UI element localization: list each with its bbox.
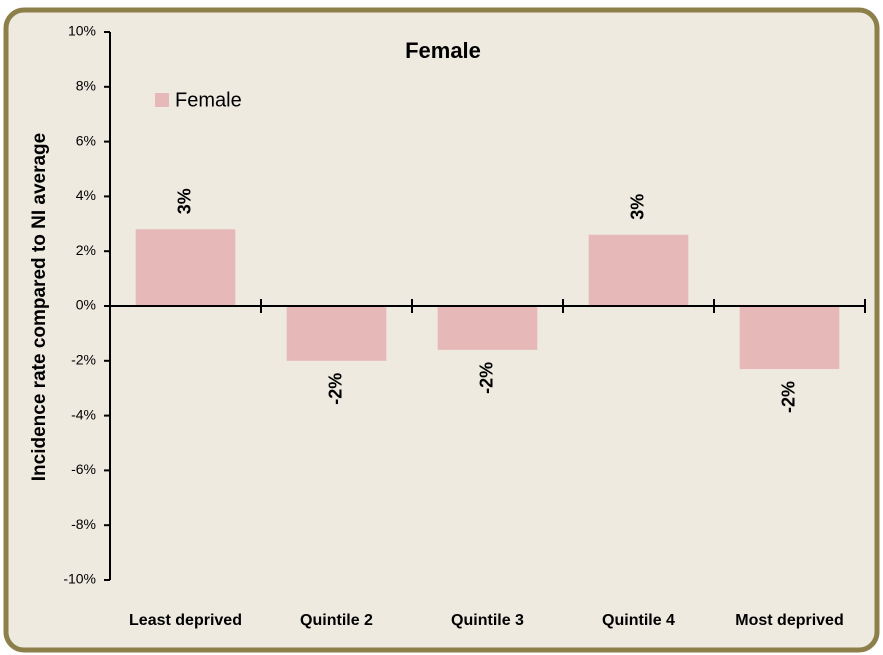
y-tick-label: 4%	[76, 187, 96, 203]
chart-title: Female	[405, 38, 481, 63]
y-tick-label: 2%	[76, 242, 96, 258]
y-tick-label: -10%	[63, 571, 96, 587]
y-tick-label: 10%	[68, 23, 96, 39]
legend-swatch	[155, 93, 169, 107]
y-tick-label: 6%	[76, 132, 96, 148]
value-label: -2%	[476, 362, 496, 394]
y-axis-label: Incidence rate compared to NI average	[29, 133, 50, 481]
bar	[286, 306, 387, 361]
y-tick-label: -8%	[71, 516, 96, 532]
x-tick-label: Quintile 4	[602, 612, 675, 629]
y-tick-label: 0%	[76, 297, 96, 313]
bar	[437, 306, 538, 350]
value-label: -2%	[325, 373, 345, 405]
y-tick-label: -6%	[71, 461, 96, 477]
value-label: 3%	[174, 188, 194, 214]
value-label: 3%	[627, 194, 647, 220]
x-tick-label: Most deprived	[735, 612, 843, 629]
x-tick-label: Quintile 3	[451, 612, 524, 629]
x-tick-label: Least deprived	[129, 612, 242, 629]
bar	[588, 234, 689, 306]
y-tick-label: -4%	[71, 406, 96, 422]
y-tick-label: -2%	[71, 352, 96, 368]
bar	[739, 306, 840, 370]
value-label: -2%	[778, 381, 798, 413]
y-tick-label: 8%	[76, 78, 96, 94]
bar	[135, 229, 236, 306]
legend-label: Female	[175, 89, 242, 111]
x-tick-label: Quintile 2	[300, 612, 373, 629]
